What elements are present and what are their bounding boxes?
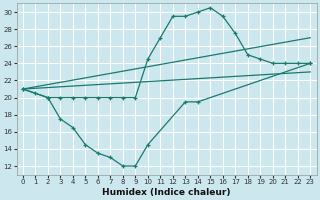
X-axis label: Humidex (Indice chaleur): Humidex (Indice chaleur) (102, 188, 231, 197)
